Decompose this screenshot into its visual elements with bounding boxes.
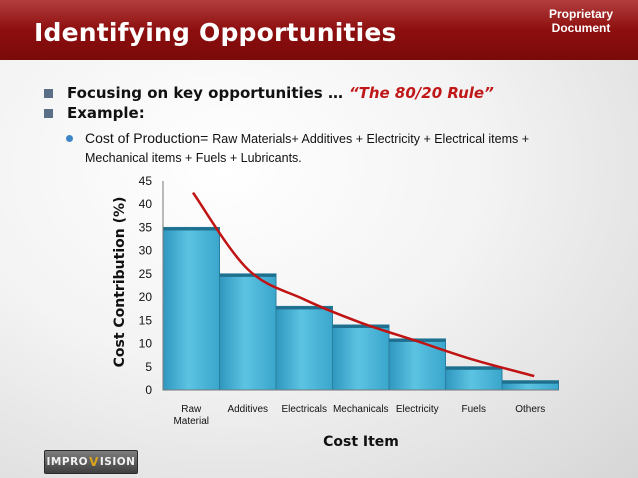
bar-top-edge xyxy=(332,324,389,328)
sub-bullet-rest: Raw Materials+ Additives + Electricity +… xyxy=(212,132,530,146)
y-axis-label: Cost Contribution (%) xyxy=(112,197,128,368)
y-tick-label: 35 xyxy=(139,220,153,234)
sub-bullet-eq: = xyxy=(200,130,213,146)
x-tick-label: Mechanicals xyxy=(333,404,389,415)
badge-line-1: Proprietary xyxy=(548,7,614,21)
sub-bullet-line-1: Cost of Production= Raw Materials+ Addit… xyxy=(66,129,626,149)
bullet-list: Focusing on key opportunities … “The 80/… xyxy=(44,84,624,124)
logo-mark: V xyxy=(89,455,99,469)
bar-top-edge xyxy=(445,366,502,370)
bullet-item-focusing: Focusing on key opportunities … “The 80/… xyxy=(44,84,624,102)
bar-top-edge xyxy=(163,227,220,231)
logo-text-left: IMPRO xyxy=(46,456,89,468)
bullet-text: Example: xyxy=(67,104,145,122)
y-tick-label: 40 xyxy=(139,197,153,211)
header-bar: Identifying Opportunities Proprietary Do… xyxy=(0,0,638,60)
proprietary-badge: Proprietary Document xyxy=(536,7,626,35)
sub-bullet-cost: Cost of Production= Raw Materials+ Addit… xyxy=(66,129,626,168)
y-tick-label: 30 xyxy=(139,244,153,258)
x-tick-label: Electricity xyxy=(396,404,439,415)
sub-bullet-line-2: Mechanical items + Fuels + Lubricants. xyxy=(85,151,302,165)
badge-line-2: Document xyxy=(551,21,611,35)
page-title: Identifying Opportunities xyxy=(34,18,397,47)
bar-top-edge xyxy=(276,306,333,310)
bars-group xyxy=(162,226,559,391)
bar xyxy=(445,366,503,391)
bullet-text: Focusing on key opportunities … xyxy=(67,84,343,102)
sub-bullet-lead: Cost of Production xyxy=(85,130,201,146)
bar xyxy=(219,273,277,391)
bar xyxy=(332,324,390,391)
y-tick-label: 25 xyxy=(139,267,153,281)
logo-text-right: ISION xyxy=(99,456,136,468)
x-tick-label: Raw Material xyxy=(173,404,209,427)
x-tick-label: Electricals xyxy=(281,404,327,415)
y-tick-label: 5 xyxy=(145,360,152,374)
y-axis xyxy=(162,181,559,391)
improvision-logo: IMPRO V ISION xyxy=(44,450,138,474)
square-bullet-icon xyxy=(44,108,53,118)
trend-curve xyxy=(191,191,535,378)
bar-top-edge xyxy=(502,380,559,384)
x-axis-label: Cost Item xyxy=(323,434,399,450)
bar xyxy=(275,305,333,391)
header-sheen xyxy=(0,0,638,30)
y-tick-label: 45 xyxy=(139,174,153,188)
y-tick-label: 20 xyxy=(139,290,153,304)
bullet-item-example: Example: xyxy=(44,104,624,122)
rule-highlight: “The 80/20 Rule” xyxy=(348,84,494,102)
x-tick-label: Additives xyxy=(227,404,268,415)
x-tick-labels: Raw Material Additives Electricals Mechanica… xyxy=(173,404,545,427)
y-tick-labels: 0 5 10 15 20 25 30 35 40 45 xyxy=(139,174,153,397)
square-bullet-icon xyxy=(44,88,53,98)
y-tick-label: 10 xyxy=(139,337,153,351)
x-tick-label: Others xyxy=(515,404,545,415)
y-tick-label: 15 xyxy=(139,313,153,327)
bar-top-edge xyxy=(219,273,276,277)
y-tick-label: 0 xyxy=(145,383,152,397)
round-bullet-icon xyxy=(66,134,73,142)
bar xyxy=(162,226,220,391)
x-tick-label: Fuels xyxy=(462,404,486,415)
